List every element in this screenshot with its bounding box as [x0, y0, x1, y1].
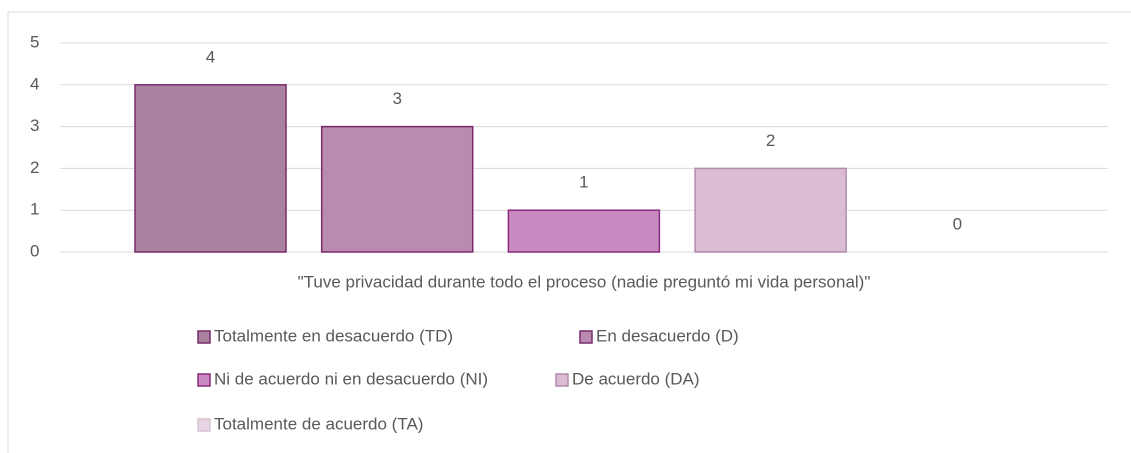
- data-label: 1: [579, 173, 588, 192]
- legend-label: En desacuerdo (D): [596, 326, 739, 345]
- y-tick-label: 0: [30, 241, 39, 260]
- legend-swatch: [555, 373, 569, 387]
- data-label: 4: [206, 47, 215, 66]
- legend-swatch: [197, 373, 211, 387]
- data-label: 3: [392, 89, 401, 108]
- legend-swatch: [197, 418, 211, 432]
- legend-label: Totalmente de acuerdo (TA): [214, 414, 423, 433]
- y-tick-label: 4: [30, 74, 39, 93]
- legend-label: Totalmente en desacuerdo (TD): [214, 326, 453, 345]
- legend-swatch: [579, 330, 593, 344]
- bar: [320, 125, 474, 253]
- bar: [694, 167, 847, 253]
- y-tick-label: 2: [30, 158, 39, 177]
- chart-border: [7, 11, 1131, 453]
- legend-swatch: [197, 330, 211, 344]
- x-tick-label: "Tuve privacidad durante todo el proceso…: [298, 272, 871, 291]
- bar: [507, 209, 661, 253]
- data-label: 2: [766, 131, 775, 150]
- data-label: 0: [953, 214, 962, 233]
- y-tick-label: 1: [30, 200, 39, 219]
- legend-label: De acuerdo (DA): [572, 369, 700, 388]
- bar: [134, 84, 287, 253]
- legend-label: Ni de acuerdo ni en desacuerdo (NI): [214, 369, 488, 388]
- y-tick-label: 5: [30, 32, 39, 51]
- y-tick-label: 3: [30, 116, 39, 135]
